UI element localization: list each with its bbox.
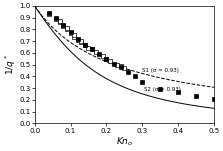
X-axis label: $Kn_o$: $Kn_o$: [116, 135, 133, 148]
Text: S2 (σ = 0.93): S2 (σ = 0.93): [144, 87, 181, 92]
Y-axis label: $1/ q^*$: $1/ q^*$: [4, 54, 18, 75]
Text: S1 (σ = 0.93): S1 (σ = 0.93): [142, 68, 179, 73]
